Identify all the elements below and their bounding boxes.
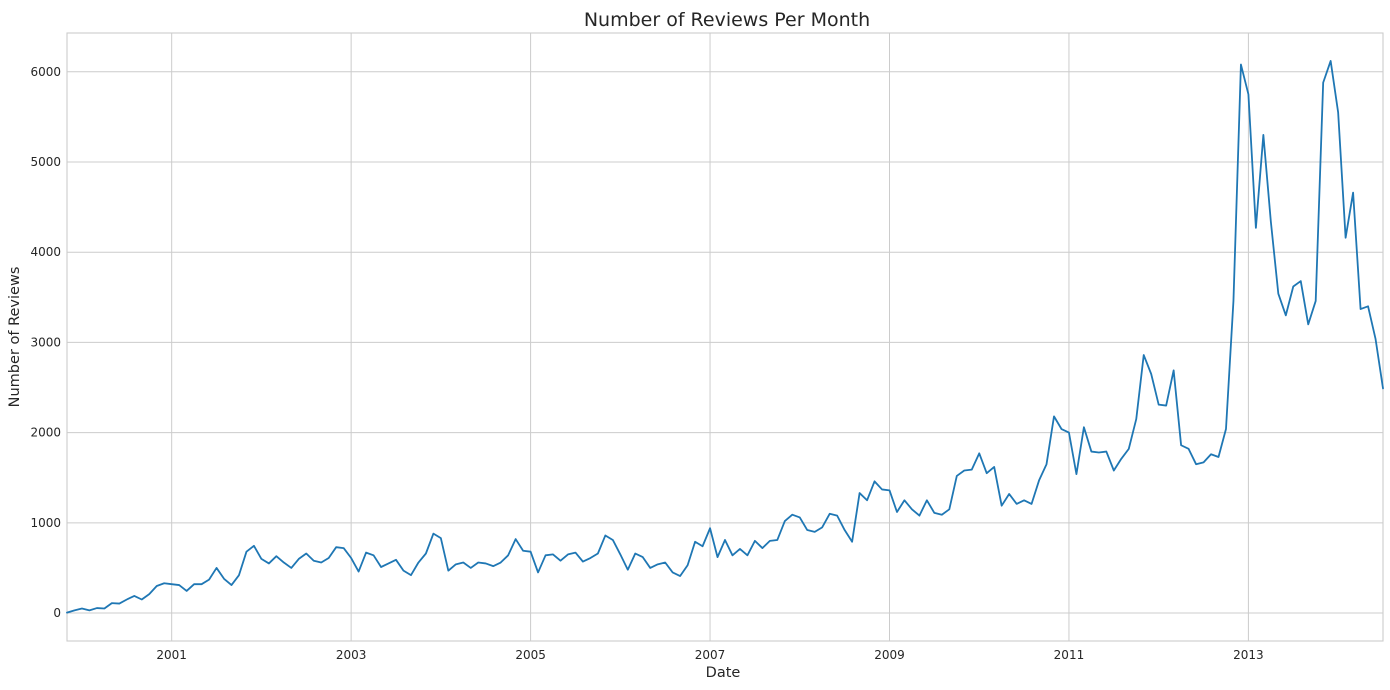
horizontal-gridlines [67, 71, 1383, 614]
y-tick-label-0: 0 [53, 606, 61, 620]
reviews-series-line [66, 60, 1384, 614]
x-tick-label-2007: 2007 [695, 648, 726, 662]
chart-title: Number of Reviews Per Month [584, 9, 870, 31]
y-tick-label-2000: 2000 [30, 426, 61, 440]
x-tick-label-2011: 2011 [1054, 648, 1085, 662]
x-tick-label-2003: 2003 [336, 648, 367, 662]
y-axis-label: Number of Reviews [7, 267, 23, 408]
x-tick-label-2009: 2009 [874, 648, 905, 662]
y-tick-label-6000: 6000 [30, 65, 61, 79]
y-tick-label-1000: 1000 [30, 516, 61, 530]
plot-frame [66, 32, 1384, 642]
x-tick-label-2013: 2013 [1233, 648, 1264, 662]
y-tick-label-4000: 4000 [30, 245, 61, 259]
y-tick-label-5000: 5000 [30, 155, 61, 169]
y-axis-tick-labels: 0 1000 2000 3000 4000 5000 6000 [30, 65, 61, 620]
x-tick-label-2005: 2005 [515, 648, 546, 662]
x-axis-tick-labels: 2001 2003 2005 2007 2009 2011 2013 [156, 648, 1263, 662]
y-tick-label-3000: 3000 [30, 335, 61, 349]
vertical-gridlines [171, 33, 1249, 641]
x-tick-label-2001: 2001 [156, 648, 187, 662]
x-axis-label: Date [706, 665, 741, 681]
